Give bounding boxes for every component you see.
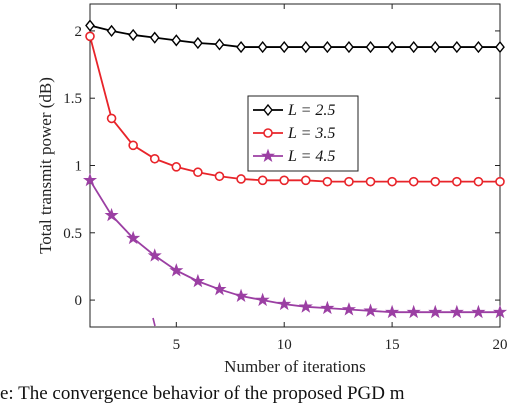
- data-point: [234, 288, 249, 303]
- data-point: [300, 175, 311, 186]
- data-point: [471, 304, 486, 319]
- chart-svg: 5 10 15 20 0 0.5 1 1.5 2 Number of iterations Tota…: [36, 3, 508, 376]
- data-point: [257, 40, 268, 54]
- data-point: [322, 40, 333, 54]
- data-point: [193, 167, 203, 178]
- data-point: [171, 162, 182, 172]
- data-point: [279, 175, 290, 186]
- data-point: [365, 40, 376, 54]
- legend: L = 2.5 L = 3.5 L = 4.5: [247, 95, 359, 172]
- data-point: [344, 176, 354, 187]
- data-point: [408, 40, 419, 54]
- data-point: [322, 176, 333, 187]
- data-point: [149, 31, 160, 44]
- legend-marker: [263, 128, 273, 138]
- data-point: [341, 302, 356, 316]
- legend-label: L = 2.5: [287, 102, 335, 119]
- data-point: [147, 248, 162, 262]
- data-point: [214, 38, 225, 51]
- x-tick-label: 10: [277, 337, 292, 353]
- data-point: [452, 176, 462, 187]
- data-point: [387, 40, 398, 54]
- y-tick-label: 2: [75, 24, 83, 40]
- data-point: [236, 174, 246, 184]
- data-point: [106, 113, 117, 124]
- data-point: [406, 304, 421, 319]
- data-point: [344, 40, 354, 54]
- data-point: [320, 300, 335, 315]
- data-point: [85, 19, 95, 32]
- data-point: [495, 176, 505, 187]
- data-point: [171, 34, 182, 47]
- data-point: [212, 281, 227, 296]
- x-tick-label: 5: [173, 337, 181, 353]
- data-point: [277, 296, 292, 311]
- data-point: [430, 176, 441, 187]
- legend-label: L = 4.5: [287, 148, 335, 165]
- data-point: [428, 304, 443, 319]
- data-point: [279, 40, 290, 54]
- data-point: [128, 140, 138, 151]
- series-l-3-5: [85, 31, 505, 187]
- data-point: [492, 304, 508, 319]
- data-point: [363, 303, 378, 317]
- data-point: [192, 36, 203, 50]
- data-point: [387, 176, 397, 187]
- series-line: [89, 179, 500, 314]
- y-axis-title: Total transmit power (dB): [36, 77, 55, 254]
- data-point: [255, 292, 270, 307]
- data-point: [85, 31, 95, 42]
- data-point: [408, 176, 419, 187]
- data-point: [385, 304, 400, 319]
- data-point: [128, 28, 139, 42]
- stray-mark: [152, 317, 156, 327]
- data-point: [430, 40, 441, 54]
- legend-marker: [260, 148, 276, 162]
- y-tick-label: 0.5: [63, 226, 82, 242]
- y-tick-label: 1: [75, 159, 83, 175]
- axes: 5 10 15 20 0 0.5 1 1.5 2 Number of iterations Tota…: [36, 3, 508, 376]
- data-point: [190, 273, 205, 288]
- series-l-4-5: [82, 172, 508, 319]
- data-point: [365, 176, 376, 187]
- data-point: [82, 172, 98, 187]
- y-tick-label: 0: [75, 293, 83, 309]
- data-point: [473, 40, 484, 54]
- legend-marker: [263, 103, 273, 117]
- x-tick-label: 15: [385, 337, 400, 353]
- data-point: [473, 176, 484, 187]
- series-l-2-5: [85, 19, 505, 54]
- data-point: [257, 175, 268, 186]
- series-layer: [82, 19, 508, 327]
- data-point: [300, 40, 311, 54]
- data-point: [106, 24, 117, 38]
- data-point: [449, 304, 464, 319]
- data-point: [169, 263, 184, 277]
- figure-caption: e: The convergence behavior of the propo…: [0, 383, 405, 404]
- data-point: [236, 40, 246, 54]
- data-point: [149, 153, 160, 164]
- data-point: [451, 40, 462, 54]
- data-point: [495, 40, 505, 54]
- legend-label: L = 3.5: [287, 125, 335, 142]
- data-point: [214, 171, 225, 182]
- x-tick-label: 20: [493, 337, 508, 353]
- y-tick-label: 1.5: [63, 91, 82, 107]
- data-point: [104, 207, 119, 222]
- data-point: [298, 299, 313, 313]
- x-axis-title: Number of iterations: [224, 357, 366, 376]
- data-point: [126, 230, 141, 245]
